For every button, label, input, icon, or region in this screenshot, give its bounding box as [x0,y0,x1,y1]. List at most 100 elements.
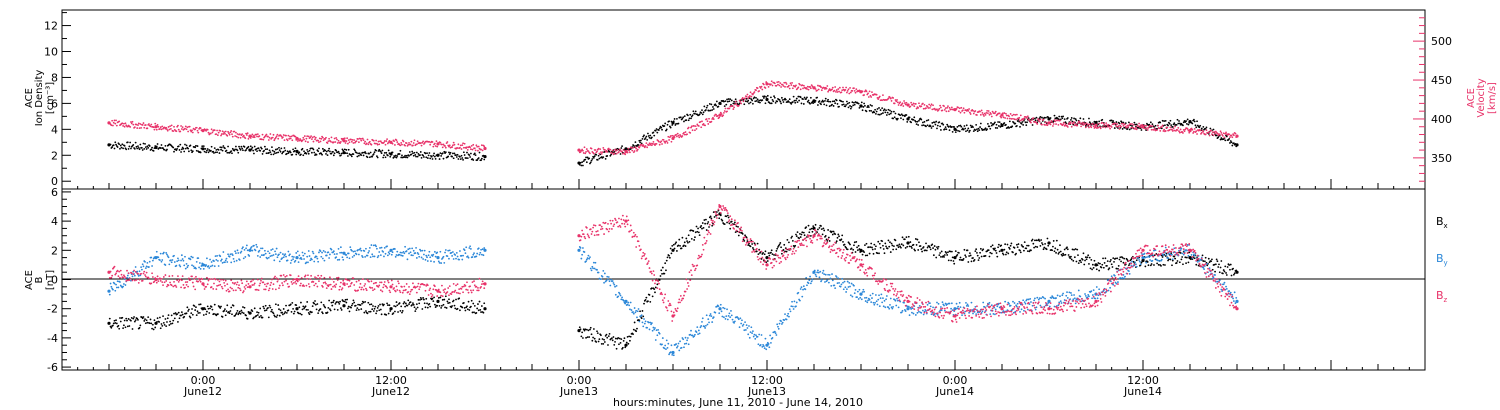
field-trace-dot [585,336,587,339]
field-point-Bx [483,307,487,311]
field-trace-dot [386,304,389,306]
field-trace-dot [1146,261,1149,263]
density-trace-dot [870,109,873,112]
velocity-trace-dot [238,133,241,136]
field-trace-dot [375,245,378,248]
velocity-trace-dot [1080,125,1083,128]
velocity-trace-dot [285,134,287,137]
density-trace-dot [271,149,274,152]
field-trace-dot [649,300,652,303]
field-trace-dot [786,314,789,317]
field-trace-dot [934,248,937,251]
density-trace-dot [889,109,891,112]
velocity-trace-dot [477,149,479,152]
field-trace-dot [483,247,486,249]
velocity-trace-dot [635,147,638,150]
density-trace-dot [835,99,838,102]
field-trace-dot [342,258,345,261]
field-trace-dot [248,255,251,257]
velocity-trace-dot [1013,118,1016,121]
field-trace-dot [690,329,692,332]
velocity-trace-dot [1171,128,1173,131]
field-trace-dot [221,261,224,264]
field-trace-dot [284,311,287,313]
field-trace-dot [455,257,457,260]
density-trace-dot [827,98,829,101]
field-trace-dot [949,250,952,253]
velocity-trace-dot [152,126,155,129]
field-trace-dot [317,260,320,263]
field-trace-dot [210,305,213,308]
field-trace-dot [195,261,198,263]
field-trace-dot [887,239,890,242]
velocity-trace-dot [1174,125,1177,128]
velocity-trace-dot [206,128,209,131]
velocity-trace-dot [169,125,172,128]
field-trace-dot [330,301,333,304]
field-trace-dot [224,261,226,264]
density-trace-dot [822,100,825,103]
velocity-trace-dot [652,140,655,143]
density-trace-dot [429,157,432,160]
velocity-trace-dot [1110,126,1113,128]
density-trace-dot [828,105,831,108]
density-trace-dot [900,117,902,120]
density-trace-dot [863,102,866,105]
density-trace-dot [756,98,759,101]
field-trace-dot [242,312,245,315]
velocity-trace-dot [375,139,378,142]
velocity-trace-dot [379,140,382,143]
field-trace-dot [448,301,451,304]
velocity-trace-dot [817,88,820,91]
velocity-point-series [483,146,487,151]
field-trace-dot [663,272,666,275]
field-trace-dot [388,304,391,307]
field-trace-dot [336,308,339,311]
top-left-tick-label: 0 [51,175,58,188]
density-trace-dot [360,154,363,157]
top-left-tick-label: 10 [44,46,58,59]
density-trace-dot [282,150,285,153]
field-trace-dot [199,267,202,270]
density-trace-dot [376,155,378,158]
velocity-trace-dot [309,136,312,139]
velocity-trace-dot [431,141,434,143]
velocity-trace-dot [1105,122,1108,125]
velocity-trace-dot [410,140,413,143]
density-trace-dot [800,102,803,105]
field-trace-dot [648,328,651,331]
velocity-trace-dot [865,90,868,93]
velocity-trace-dot [363,142,366,145]
field-trace-dot [253,244,255,247]
density-trace-dot [425,156,428,159]
velocity-trace-dot [154,122,157,125]
density-trace-dot [689,113,692,116]
field-point-By [671,350,675,355]
velocity-trace-dot [1094,126,1097,129]
velocity-trace-dot [621,150,623,153]
velocity-trace-dot [870,96,873,98]
density-trace-dot [1164,124,1166,127]
field-trace-dot [611,337,613,339]
density-trace-dot [423,156,425,158]
density-trace-dot [1178,122,1181,125]
velocity-trace-dot [613,152,616,155]
field-trace-dot [191,264,193,267]
density-trace-dot [172,146,175,149]
velocity-trace-dot [159,127,161,130]
field-trace-dot [915,244,918,246]
data-layer [107,80,1239,357]
field-trace-dot [386,254,389,257]
velocity-trace-dot [466,148,469,151]
field-trace-dot [285,255,287,258]
field-trace-dot [380,313,383,316]
velocity-trace-dot [702,122,705,125]
field-trace-dot [1052,240,1055,242]
velocity-trace-dot [598,152,601,155]
density-trace-dot [1049,117,1052,119]
field-trace-dot [1092,266,1095,269]
density-trace-dot [893,116,896,119]
velocity-trace-dot [355,140,358,143]
field-trace-dot [1013,247,1016,249]
field-trace-dot [1074,248,1077,250]
